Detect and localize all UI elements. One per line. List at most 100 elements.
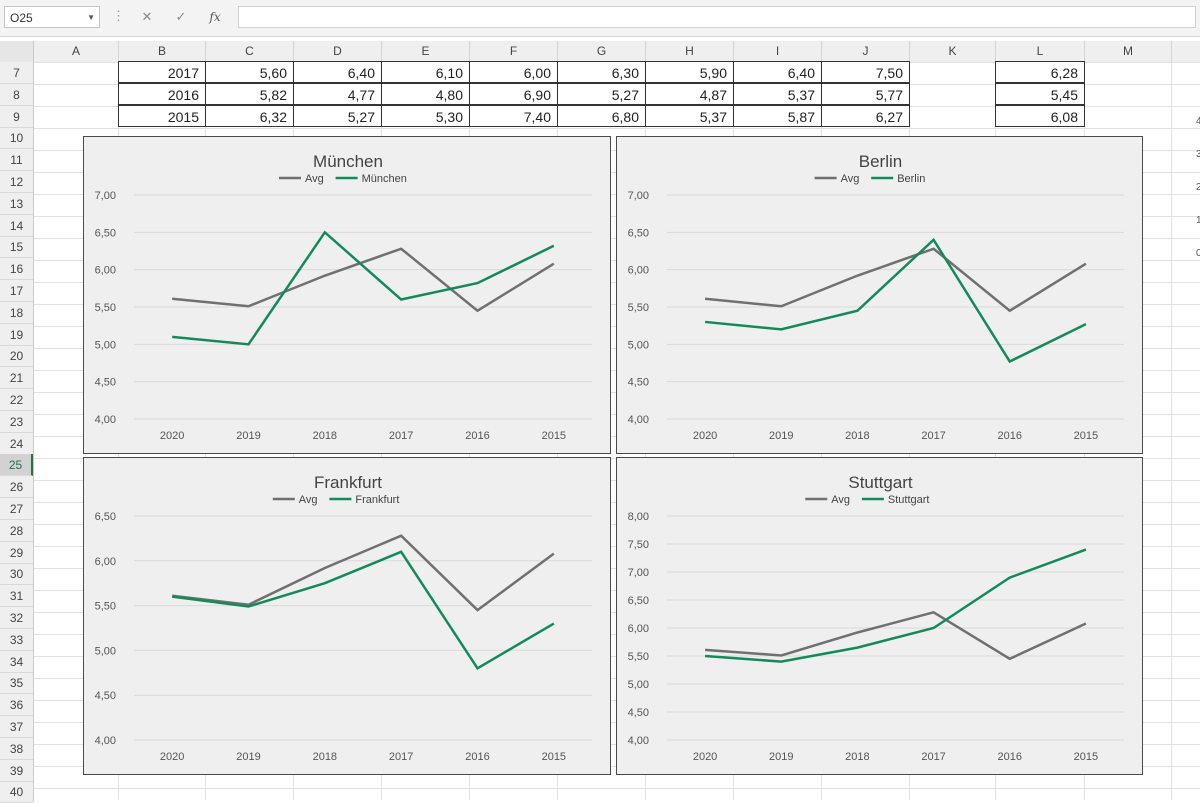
- column-header[interactable]: D: [294, 41, 382, 62]
- y-tick-label: 6,50: [95, 227, 116, 239]
- table-cell[interactable]: 4,87: [645, 83, 734, 105]
- row-header[interactable]: 7: [0, 62, 33, 84]
- row-header[interactable]: 27: [0, 498, 33, 520]
- row-header[interactable]: 14: [0, 215, 33, 237]
- table-cell[interactable]: 6,32: [205, 105, 294, 127]
- row-header[interactable]: 21: [0, 367, 33, 390]
- table-cell[interactable]: 5,27: [557, 83, 646, 105]
- row-header[interactable]: 18: [0, 302, 33, 324]
- table-cell[interactable]: 6,08: [995, 105, 1085, 127]
- table-cell[interactable]: 5,82: [205, 83, 294, 105]
- row-header[interactable]: 20: [0, 345, 33, 368]
- row-header[interactable]: 37: [0, 716, 33, 738]
- table-cell[interactable]: 6,10: [381, 61, 470, 83]
- column-header[interactable]: I: [734, 41, 822, 62]
- series-line-avg[interactable]: [704, 247, 1087, 313]
- row-header[interactable]: 8: [0, 84, 33, 106]
- row-header[interactable]: 25: [0, 454, 33, 477]
- row-header[interactable]: 9: [0, 106, 33, 128]
- table-cell[interactable]: 5,37: [733, 83, 822, 105]
- row-header[interactable]: 30: [0, 563, 33, 586]
- y-tick-label: 7,00: [628, 190, 649, 202]
- row-header[interactable]: 24: [0, 433, 33, 455]
- more-options-icon[interactable]: ⋮: [112, 8, 125, 23]
- table-cell[interactable]: 5,45: [995, 83, 1085, 105]
- column-header[interactable]: H: [646, 41, 734, 62]
- row-header[interactable]: 31: [0, 585, 33, 608]
- row-header[interactable]: 38: [0, 738, 33, 760]
- select-all-corner[interactable]: [0, 41, 34, 62]
- column-header[interactable]: E: [382, 41, 470, 62]
- row-header[interactable]: 19: [0, 324, 33, 346]
- series-line-avg[interactable]: [172, 534, 555, 612]
- row-header[interactable]: 36: [0, 694, 33, 717]
- table-cell[interactable]: 2015: [118, 105, 206, 127]
- chart-frankfurt[interactable]: Frankfurt Avg Frankfurt 4,00 4,50 5,00 5,50 6,0…: [83, 457, 611, 775]
- series-line-city[interactable]: [704, 237, 1087, 364]
- column-header[interactable]: B: [119, 41, 206, 62]
- row-header[interactable]: 28: [0, 520, 33, 542]
- column-header[interactable]: K: [910, 41, 996, 62]
- table-cell[interactable]: 5,77: [821, 83, 910, 105]
- table-cell[interactable]: 5,30: [381, 105, 470, 127]
- column-header[interactable]: L: [996, 41, 1085, 62]
- row-header[interactable]: 10: [0, 127, 33, 150]
- column-header[interactable]: F: [470, 41, 558, 62]
- column-header[interactable]: A: [34, 41, 119, 62]
- row-header[interactable]: 12: [0, 171, 33, 193]
- row-header[interactable]: 17: [0, 280, 33, 302]
- table-cell[interactable]: 5,87: [733, 105, 822, 127]
- table-cell[interactable]: 2017: [118, 61, 206, 83]
- chart-berlin[interactable]: Berlin Avg Berlin 4,00 4,50 5,00 5,50 6,00 6,50 7…: [616, 136, 1143, 454]
- table-cell[interactable]: 4,80: [381, 83, 470, 105]
- chart-stuttgart[interactable]: Stuttgart Avg Stuttgart 4,00 4,50 5,00 5,50 6,0…: [616, 457, 1143, 775]
- formula-input[interactable]: [238, 6, 1196, 28]
- table-cell[interactable]: 4,77: [293, 83, 382, 105]
- table-cell[interactable]: 5,60: [205, 61, 294, 83]
- row-header[interactable]: 33: [0, 629, 33, 651]
- table-cell[interactable]: 6,27: [821, 105, 910, 127]
- row-header[interactable]: 22: [0, 389, 33, 411]
- series-line-city[interactable]: [172, 550, 555, 671]
- table-cell[interactable]: 6,00: [469, 61, 558, 83]
- chart-muenchen[interactable]: München Avg München 4,00 4,50 5,00 5,50 6,00 6,5…: [83, 136, 611, 454]
- row-header[interactable]: 15: [0, 236, 33, 259]
- table-cell[interactable]: 6,90: [469, 83, 558, 105]
- series-line-city[interactable]: [704, 548, 1087, 663]
- row-header[interactable]: 23: [0, 411, 33, 433]
- row-header[interactable]: 35: [0, 672, 33, 695]
- table-cell[interactable]: 6,30: [557, 61, 646, 83]
- row-header[interactable]: 39: [0, 760, 33, 782]
- table-cell[interactable]: 7,40: [469, 105, 558, 127]
- table-cell[interactable]: 6,40: [293, 61, 382, 83]
- enter-icon[interactable]: ✓: [175, 9, 187, 24]
- name-box[interactable]: O25 ▼: [4, 6, 100, 28]
- table-cell[interactable]: 7,50: [821, 61, 910, 83]
- row-header[interactable]: 34: [0, 651, 33, 673]
- column-header[interactable]: C: [206, 41, 294, 62]
- table-cell[interactable]: 2016: [118, 83, 206, 105]
- table-cell[interactable]: 5,90: [645, 61, 734, 83]
- chevron-down-icon[interactable]: ▼: [87, 13, 95, 22]
- table-cell[interactable]: 5,37: [645, 105, 734, 127]
- row-header[interactable]: 13: [0, 193, 33, 215]
- column-header[interactable]: M: [1085, 41, 1172, 62]
- cancel-icon[interactable]: ✕: [141, 9, 153, 24]
- series-line-avg[interactable]: [172, 247, 555, 313]
- row-header[interactable]: 11: [0, 149, 33, 172]
- column-header[interactable]: G: [558, 41, 646, 62]
- row-header[interactable]: 16: [0, 258, 33, 281]
- series-line-avg[interactable]: [704, 610, 1087, 661]
- x-tick-label: 2017: [921, 751, 945, 763]
- table-cell[interactable]: 6,28: [995, 61, 1085, 83]
- series-line-city[interactable]: [172, 230, 555, 346]
- table-cell[interactable]: 5,27: [293, 105, 382, 127]
- table-cell[interactable]: 6,80: [557, 105, 646, 127]
- column-header[interactable]: J: [822, 41, 910, 62]
- row-header[interactable]: 32: [0, 607, 33, 629]
- table-cell[interactable]: 6,40: [733, 61, 822, 83]
- row-header[interactable]: 29: [0, 542, 33, 564]
- row-headers: 7 8 9 10 11 12 13 14 15 16 17 18 19 20 21 22 23 24 25 26 27 2…: [0, 62, 34, 803]
- insert-function-icon[interactable]: fx: [209, 10, 221, 24]
- row-header[interactable]: 26: [0, 476, 33, 499]
